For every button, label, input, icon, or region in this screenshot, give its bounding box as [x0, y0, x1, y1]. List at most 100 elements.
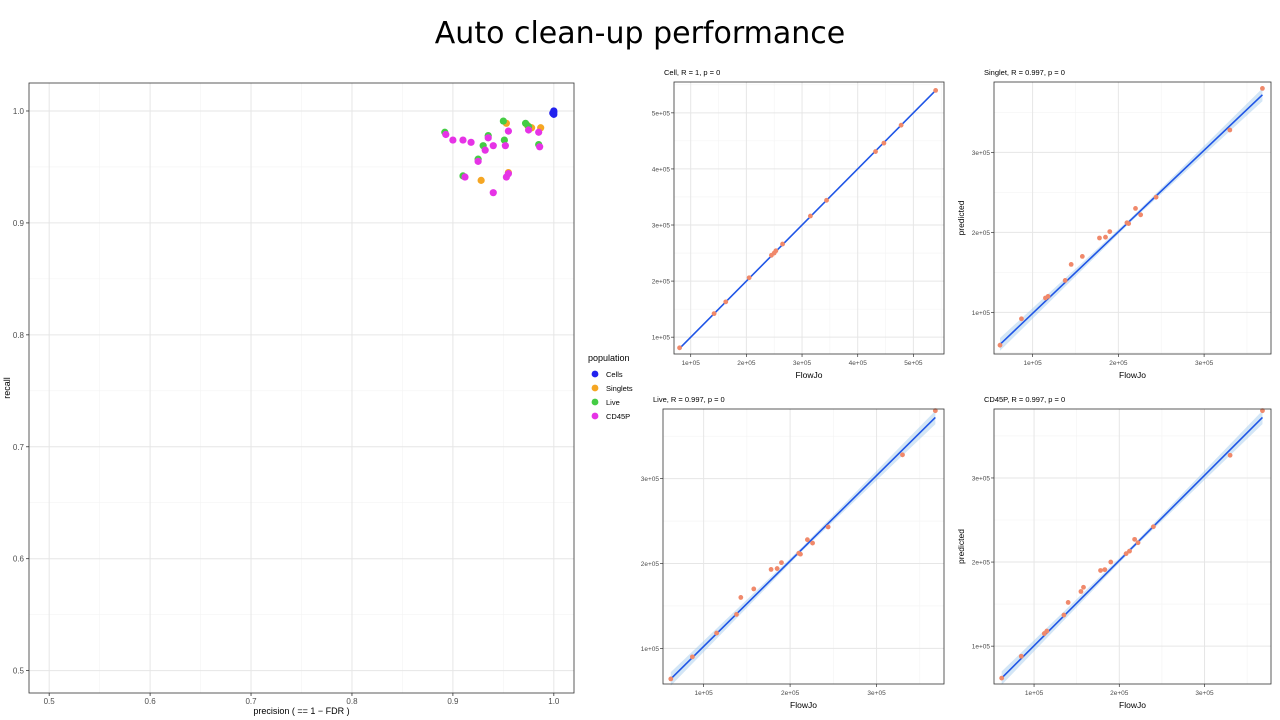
legend-key-singlets [591, 384, 599, 392]
panel-tick-label-y: 2e+05 [641, 561, 660, 568]
panel-title: Singlet, R = 0.997, p = 0 [984, 68, 1065, 77]
panel-point [1045, 294, 1051, 299]
main-tick-label-y: 0.5 [13, 667, 25, 676]
legend-label-cd45p: CD45P [606, 412, 630, 421]
panel-point [1227, 127, 1233, 133]
legend-label-cells: Cells [606, 370, 623, 379]
panel-point [1061, 612, 1067, 618]
panel-point [774, 566, 780, 571]
main-plot-border [28, 82, 575, 694]
main-tick-label-y: 0.7 [13, 443, 25, 452]
panel-cell: 1e+05 2e+05 3e+05 4e+05 5e+05 1e+05 2e+05 3e+05… [652, 68, 945, 380]
panel-tick-label-x: 3e+05 [1195, 360, 1214, 367]
panel-point [933, 88, 939, 93]
main-point-cd45p [484, 134, 492, 142]
legend-key-cells [591, 370, 599, 378]
panel-tick-label-x: 2e+05 [1110, 690, 1129, 697]
main-y-axis-label: recall [2, 377, 12, 399]
main-point-cd45p [536, 143, 544, 151]
panel-point [1133, 206, 1138, 211]
panel-point [714, 630, 720, 636]
panel-point [824, 197, 829, 203]
panel-point [804, 537, 810, 543]
panel-point [798, 551, 803, 557]
panel-point [807, 213, 813, 219]
slide-title: Auto clean-up performance [434, 16, 846, 51]
panel-point [1132, 536, 1138, 542]
panel-tick-label-x: 4e+05 [849, 360, 868, 367]
panel-border [993, 81, 1272, 355]
panel-tick-label-y: 1e+05 [641, 646, 660, 653]
main-point-cells [550, 110, 558, 118]
panel-tick-label-y: 2e+05 [972, 560, 991, 567]
panel-point [1260, 408, 1265, 414]
panel-point [1018, 653, 1024, 659]
panel-tick-label-x: 1e+05 [1025, 690, 1044, 697]
panel-point [689, 654, 695, 660]
panel-point [1079, 254, 1085, 259]
panel-point [1138, 212, 1144, 218]
panel-tick-label-x: 1e+05 [695, 690, 714, 697]
panel-point [825, 524, 831, 530]
panel-point [932, 408, 938, 414]
panel-tick-label-y: 3e+05 [652, 223, 671, 230]
main-tick-label-x: 0.7 [245, 697, 257, 706]
panel-border [993, 408, 1272, 685]
panel-point [1019, 316, 1024, 322]
panel-x-axis-label: FlowJo [796, 370, 823, 380]
panel-point [768, 567, 774, 572]
panel-point [1107, 229, 1113, 235]
main-point-live [500, 136, 508, 144]
panel-point [773, 248, 779, 254]
panel-point [1227, 452, 1233, 458]
main-point-cd45p [481, 146, 489, 154]
legend-label-live: Live [606, 398, 620, 407]
legend-key-cd45p [591, 412, 599, 420]
main-tick-label-x: 0.6 [145, 697, 157, 706]
panel-tick-label-y: 3e+05 [972, 475, 991, 482]
main-point-cd45p [461, 173, 469, 181]
panel-fit-line [678, 89, 937, 349]
main-point-singlets [477, 176, 485, 184]
panel-title: Cell, R = 1, p = 0 [664, 68, 720, 77]
main-point-cd45p [449, 136, 457, 144]
main-tick-label-x: 0.8 [346, 697, 358, 706]
panel-point [1097, 235, 1102, 241]
main-tick-label-x: 0.9 [447, 697, 459, 706]
panel-point [779, 560, 784, 566]
panel-tick-label-x: 3e+05 [1195, 690, 1214, 697]
legend-label-singlets: Singlets [606, 384, 633, 393]
panel-point [1123, 551, 1129, 557]
panel-point [1153, 194, 1159, 200]
legend-title: population [588, 353, 630, 363]
main-tick-label-y: 0.8 [13, 331, 25, 340]
legend-key-live [591, 398, 599, 406]
panel-point [738, 595, 744, 600]
main-x-axis-label: precision ( == 1 − FDR ) [253, 706, 349, 716]
panel-tick-label-y: 1e+05 [972, 310, 991, 317]
panel-point [1150, 524, 1156, 530]
panel-tick-label-y: 2e+05 [972, 230, 991, 237]
main-tick-label-y: 0.9 [13, 219, 25, 228]
panel-tick-label-x: 2e+05 [1109, 360, 1128, 367]
main-point-cd45p [474, 157, 482, 165]
panel-point [751, 586, 757, 592]
main-point-cd45p [504, 170, 512, 178]
panel-point [723, 299, 729, 305]
panel-point [668, 676, 674, 682]
panel-tick-label-x: 2e+05 [781, 690, 800, 697]
panel-point [1098, 568, 1103, 573]
panel-point [881, 140, 887, 146]
panel-tick-label-x: 5e+05 [904, 360, 923, 367]
panel-point [1065, 600, 1071, 605]
panel-point [1260, 86, 1265, 91]
panel-y-axis-label: predicted [956, 529, 966, 564]
panel-border [662, 408, 945, 685]
panel-singlet: 1e+05 2e+05 3e+05 1e+05 2e+05 3e+05 Singlet, R… [956, 68, 1272, 380]
panel-point [1135, 540, 1141, 546]
panel-point [1108, 559, 1114, 565]
main-point-cd45p [489, 189, 497, 197]
main-point-cd45p [535, 128, 543, 136]
panel-cd45p: 1e+05 2e+05 3e+05 1e+05 2e+05 3e+05 CD45P, R =… [956, 395, 1272, 710]
panel-y-axis-label: predicted [956, 200, 966, 235]
